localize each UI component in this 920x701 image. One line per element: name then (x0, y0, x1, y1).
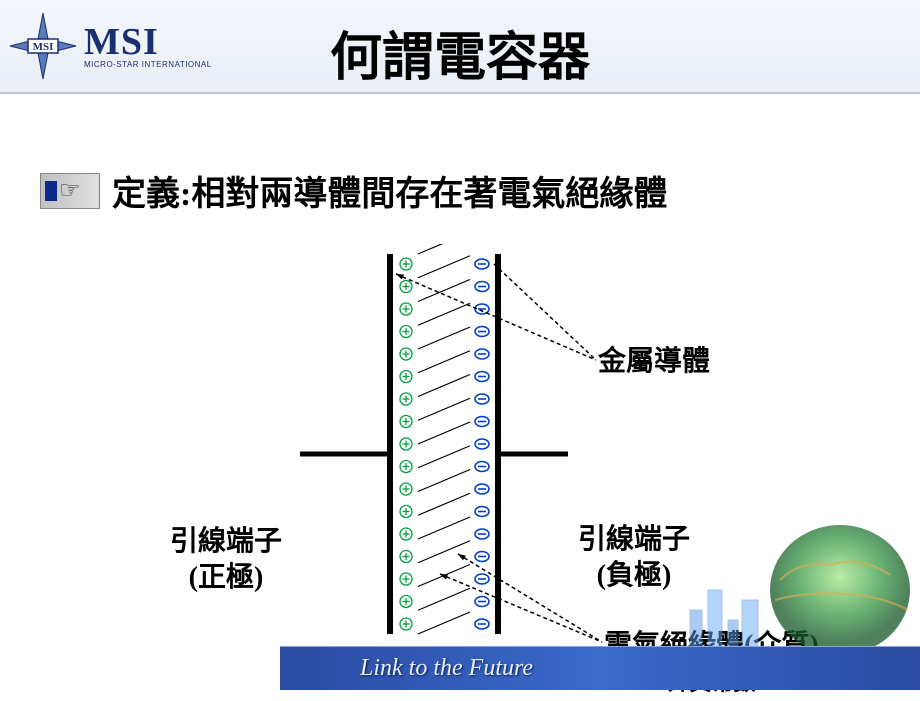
label-lead-positive: 引線端子 (正極) (170, 524, 282, 597)
logo-main: MSI (84, 23, 212, 61)
label-lead-negative: 引線端子 (負極) (578, 522, 690, 595)
capacitor-diagram: 金屬導體 引線端子 (正極) 引線端子 (負極) 電氣絕緣體(介質) 介質常數 (0, 244, 920, 664)
label-conductor: 金屬導體 (598, 344, 710, 380)
definition-row: 定義:相對兩導體間存在著電氣絕緣體 (40, 166, 667, 215)
footer-text: Link to the Future (360, 655, 533, 682)
logo-text: MSI MICRO-STAR INTERNATIONAL (84, 23, 212, 69)
content: 定義:相對兩導體間存在著電氣絕緣體 金屬導體 引線端子 (正極) 引線端子 (負… (0, 94, 920, 690)
label-lead-pos-line1: 引線端子 (170, 526, 282, 557)
pointing-hand-icon (40, 173, 100, 209)
footer-banner: Link to the Future (280, 646, 920, 690)
logo-sub: MICRO-STAR INTERNATIONAL (84, 61, 212, 69)
label-lead-neg-line1: 引線端子 (578, 524, 690, 555)
label-conductor-text: 金屬導體 (598, 346, 710, 377)
label-lead-neg-line2: (負極) (597, 560, 672, 591)
logo-star-icon: MSI (8, 11, 78, 81)
header: MSI MSI MICRO-STAR INTERNATIONAL 何謂電容器 (0, 0, 920, 94)
logo-badge-text: MSI (33, 41, 54, 53)
logo: MSI MSI MICRO-STAR INTERNATIONAL (8, 11, 212, 81)
slide-title: 何謂電容器 (330, 15, 590, 90)
label-lead-pos-line2: (正極) (189, 562, 264, 593)
definition-text: 定義:相對兩導體間存在著電氣絕緣體 (112, 166, 667, 215)
